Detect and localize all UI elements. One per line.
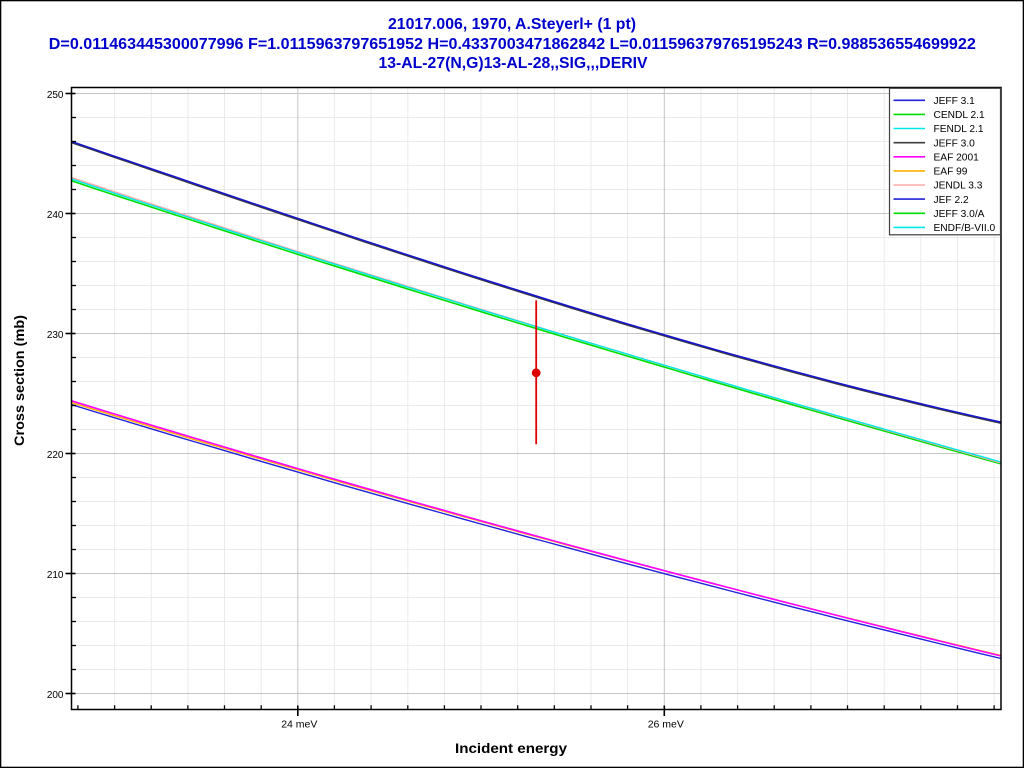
svg-text:220: 220 [47,450,64,461]
svg-text:JEF 2.2: JEF 2.2 [934,195,969,206]
svg-text:200: 200 [47,690,64,701]
svg-text:JEFF 3.1: JEFF 3.1 [934,96,976,107]
svg-text:Incident energy: Incident energy [455,741,568,756]
svg-text:24 meV: 24 meV [281,719,317,731]
svg-text:240: 240 [47,210,64,221]
svg-text:250: 250 [47,90,64,101]
svg-text:21017.006, 1970, A.Steyerl+ (1: 21017.006, 1970, A.Steyerl+ (1 pt) [388,16,636,33]
svg-text:EAF 2001: EAF 2001 [934,153,980,164]
svg-text:FENDL 2.1: FENDL 2.1 [934,124,984,135]
svg-text:210: 210 [47,570,64,581]
svg-text:CENDL 2.1: CENDL 2.1 [934,110,985,121]
svg-text:JEFF 3.0/A: JEFF 3.0/A [934,209,985,220]
svg-text:230: 230 [47,330,64,341]
svg-text:JENDL 3.3: JENDL 3.3 [934,181,983,192]
svg-text:26 meV: 26 meV [648,719,684,731]
svg-text:13-AL-27(N,G)13-AL-28,,SIG,,,D: 13-AL-27(N,G)13-AL-28,,SIG,,,DERIV [379,55,648,72]
svg-text:Cross section (mb): Cross section (mb) [12,315,27,446]
svg-text:JEFF 3.0: JEFF 3.0 [934,138,976,149]
svg-text:EAF 99: EAF 99 [934,167,968,178]
svg-text:ENDF/B-VII.0: ENDF/B-VII.0 [934,223,996,234]
svg-text:D=0.011463445300077996 F=1.011: D=0.011463445300077996 F=1.0115963797651… [49,36,976,53]
